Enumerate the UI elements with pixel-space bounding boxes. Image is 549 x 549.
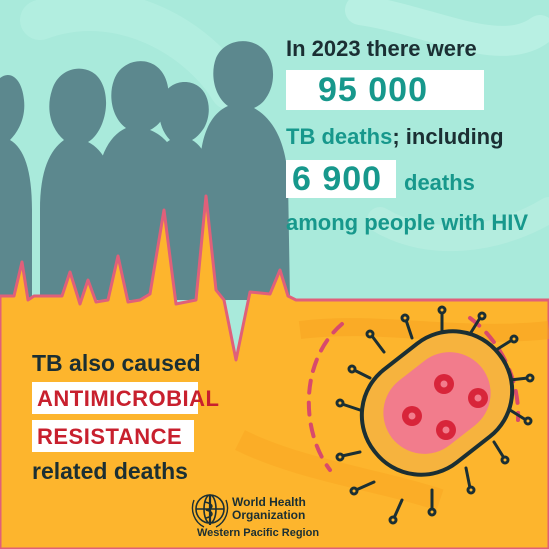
orbit-dashed-line <box>306 322 344 472</box>
tb-deaths-label: TB deaths <box>286 124 393 149</box>
hiv-deaths-label: deaths <box>404 170 475 195</box>
amr-related-deaths-text: related deaths <box>32 458 188 484</box>
tb-bacterium-icon <box>335 305 535 525</box>
ground-brush-stroke <box>235 430 444 511</box>
who-region-text: Western Pacific Region <box>197 527 320 539</box>
who-name-line2: Organization <box>232 508 306 522</box>
sky-brush-stroke <box>345 0 549 56</box>
stats-intro-text: In 2023 there were <box>286 36 477 61</box>
sky-brush-stroke <box>367 197 549 252</box>
amr-label-box <box>32 382 198 414</box>
amr-label-antimicrobial: ANTIMICROBIAL <box>37 386 220 411</box>
hiv-population-text: among people with HIV <box>286 210 529 235</box>
ground-brush-stroke <box>298 318 549 342</box>
tb-deaths-suffix: ; including <box>392 124 504 149</box>
who-emblem-icon <box>191 494 229 528</box>
resistance-label-box <box>32 420 194 452</box>
amr-label-resistance: RESISTANCE <box>37 424 183 449</box>
amr-intro-text: TB also caused <box>32 350 201 376</box>
who-name-line1: World Health <box>232 495 306 509</box>
hiv-deaths-value-box <box>286 160 396 198</box>
tb-deaths-value-box <box>286 70 484 110</box>
tb-deaths-line: TB deaths; including <box>286 124 504 150</box>
tb-deaths-value: 95 000 <box>318 71 428 109</box>
hiv-deaths-value: 6 900 <box>292 160 383 198</box>
